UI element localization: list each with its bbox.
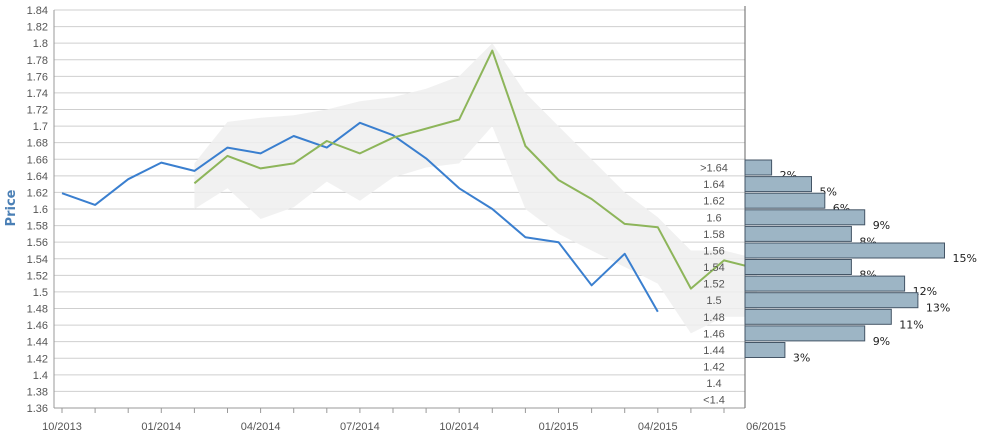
histogram-bar xyxy=(744,192,826,209)
y-tick-label: 1.74 xyxy=(27,88,48,100)
x-tick-label: 04/2015 xyxy=(638,421,678,433)
y-tick-label: 1.84 xyxy=(27,5,48,17)
series-line-2 xyxy=(193,49,758,290)
histogram-bin-label: 1.42 xyxy=(703,362,724,374)
y-tick-label: 1.4 xyxy=(33,370,48,382)
histogram-percent-label: 9% xyxy=(873,335,890,348)
y-tick-label: 1.58 xyxy=(27,221,48,233)
y-tick-label: 1.76 xyxy=(27,71,48,83)
histogram-percent-label: 11% xyxy=(899,318,923,331)
histogram-bin-label: 1.46 xyxy=(703,328,724,340)
y-tick-label: 1.7 xyxy=(33,121,48,133)
histogram-bin-label: 1.54 xyxy=(703,262,724,274)
histogram-bar xyxy=(744,259,852,275)
y-tick-label: 1.62 xyxy=(27,187,48,199)
histogram-bin-label: 1.6 xyxy=(706,212,721,224)
y-tick-label: 1.38 xyxy=(27,386,48,398)
y-tick-label: 1.48 xyxy=(27,304,48,316)
y-tick-label: 1.36 xyxy=(27,403,48,415)
x-tick-label: 06/2015 xyxy=(746,421,786,433)
x-tick-label: 01/2015 xyxy=(539,421,579,433)
histogram-percent-label: 9% xyxy=(873,219,890,232)
histogram-bar xyxy=(744,292,919,309)
y-tick-label: 1.56 xyxy=(27,237,48,249)
histogram-bin-label: 1.52 xyxy=(703,279,724,291)
histogram-bin-label: >1.64 xyxy=(700,163,728,175)
histogram-bar xyxy=(744,159,773,176)
histogram-bar xyxy=(744,176,812,193)
axes: 1.36 1.38 1.4 1.42 1.44 1.46 1.48 1.5 1.52 1.54 1.… xyxy=(27,5,786,433)
x-tick-label: 10/2014 xyxy=(439,421,479,433)
histogram: >1.642%1.645%1.626%1.69%1.588%1.5615%1.5… xyxy=(700,159,977,407)
histogram-percent-label: 12% xyxy=(913,285,937,298)
histogram-bin-label: 1.48 xyxy=(703,312,724,324)
histogram-bar xyxy=(744,325,866,342)
y-tick-label: 1.82 xyxy=(27,22,48,34)
y-tick-label: 1.64 xyxy=(27,171,48,183)
histogram-bar xyxy=(744,242,945,259)
histogram-bin-label: 1.4 xyxy=(706,378,721,390)
x-tick-label: 04/2014 xyxy=(241,421,281,433)
x-tick-label: 07/2014 xyxy=(340,421,380,433)
histogram-bin-label: 1.5 xyxy=(706,295,721,307)
y-axis-label: Price xyxy=(4,189,19,226)
y-tick-label: 1.54 xyxy=(27,254,48,266)
histogram-bin-label: 1.58 xyxy=(703,229,724,241)
y-tick-label: 1.78 xyxy=(27,55,48,67)
x-tick-label: 10/2013 xyxy=(42,421,82,433)
histogram-bin-label: 1.64 xyxy=(703,179,724,191)
histogram-bin-label: 1.44 xyxy=(703,345,724,357)
series-lines xyxy=(61,49,758,313)
y-tick-label: 1.66 xyxy=(27,154,48,166)
y-tick-label: 1.5 xyxy=(33,287,48,299)
y-tick-label: 1.68 xyxy=(27,138,48,150)
histogram-bar xyxy=(744,275,906,292)
y-tick-label: 1.46 xyxy=(27,320,48,332)
y-tick-label: 1.72 xyxy=(27,105,48,117)
y-tick-label: 1.52 xyxy=(27,270,48,282)
y-tick-label: 1.8 xyxy=(33,38,48,50)
y-tick-label: 1.44 xyxy=(27,337,48,349)
histogram-bar xyxy=(744,342,786,358)
histogram-bar xyxy=(744,209,866,226)
histogram-bin-label: <1.4 xyxy=(703,395,725,407)
x-tick-label: 01/2014 xyxy=(141,421,181,433)
y-tick-label: 1.42 xyxy=(27,353,48,365)
histogram-bin-label: 1.62 xyxy=(703,196,724,208)
y-tick-label: 1.6 xyxy=(33,204,48,216)
series-line-1 xyxy=(61,121,659,313)
histogram-percent-label: 3% xyxy=(793,352,810,365)
histogram-bar xyxy=(744,225,852,242)
histogram-percent-label: 15% xyxy=(953,252,977,265)
histogram-percent-label: 13% xyxy=(926,302,950,315)
histogram-bar xyxy=(744,308,892,325)
histogram-bin-label: 1.56 xyxy=(703,245,724,257)
